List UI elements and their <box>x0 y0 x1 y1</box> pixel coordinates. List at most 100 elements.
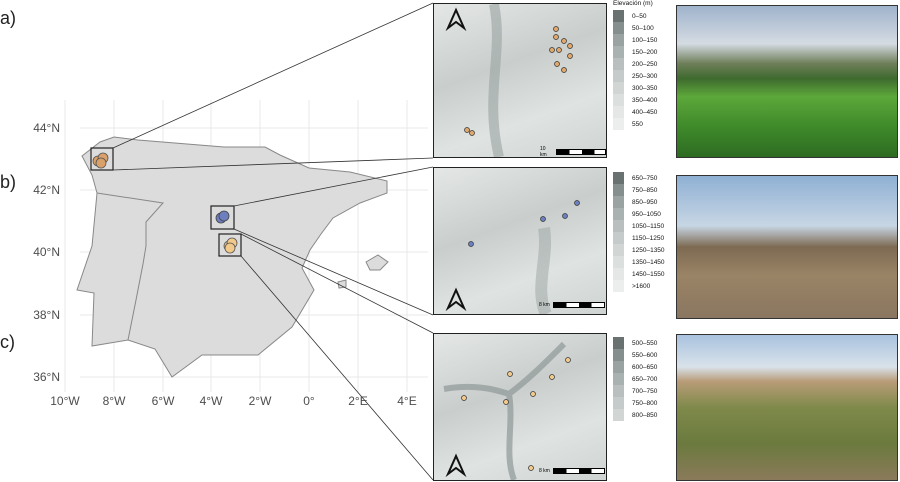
legend-label: 400–450 <box>632 108 658 116</box>
legend-item: 200–250 <box>613 58 657 70</box>
legend-item: 400–450 <box>613 106 657 118</box>
legend-item: 550–600 <box>613 349 657 361</box>
legend-label: 700–750 <box>632 387 658 395</box>
legend-item: 750–800 <box>613 397 657 409</box>
legend-item: 1350–1450 <box>613 256 665 268</box>
study-box-b <box>210 205 235 230</box>
legend-label: 1050–1150 <box>632 222 665 230</box>
legend-label: 250–300 <box>632 72 658 80</box>
legend-swatch <box>613 373 624 385</box>
legend-swatch <box>613 172 624 184</box>
legend-label: 650–750 <box>632 174 658 182</box>
lon-tick: 6°W <box>151 394 175 408</box>
sites-c <box>223 237 238 254</box>
scale-label: 8 km <box>539 468 550 474</box>
lon-tick: 2°W <box>248 394 272 408</box>
legend-label: 150–200 <box>632 48 658 56</box>
legend-item: 750–850 <box>613 184 665 196</box>
scale-bar: 10 km <box>540 146 606 158</box>
connector-lines <box>112 2 434 481</box>
scale-label: 8 km <box>539 302 550 308</box>
legend-item: 650–700 <box>613 373 657 385</box>
legend-label: 0–50 <box>632 12 647 20</box>
legend-swatch <box>613 22 624 34</box>
legend-label: 800–850 <box>632 411 658 419</box>
legend-item: 350–400 <box>613 94 657 106</box>
lon-tick: 2°E <box>348 394 368 408</box>
legend-b: 650–750 750–850 850–950 950–1050 1050–1150 11… <box>613 172 665 292</box>
legend-item: 100–150 <box>613 34 657 46</box>
inset-map-a: 10 km <box>433 3 607 158</box>
legend-swatch <box>613 397 624 409</box>
legend-item: 550 <box>613 118 657 130</box>
legend-label: 1150–1250 <box>632 234 665 242</box>
legend-label: 600–650 <box>632 363 658 371</box>
legend-item: 650–750 <box>613 172 665 184</box>
study-box-c <box>218 233 242 257</box>
legend-label: 1350–1450 <box>632 258 665 266</box>
legend-swatch <box>613 118 624 130</box>
legend-item: 1450–1550 <box>613 268 665 280</box>
legend-item: 50–100 <box>613 22 657 34</box>
legend-item: 600–650 <box>613 361 657 373</box>
north-arrow-icon <box>445 453 467 478</box>
legend-swatch <box>613 10 624 22</box>
legend-swatch <box>613 280 624 292</box>
scale-bar: 8 km <box>539 468 605 474</box>
legend-swatch <box>613 46 624 58</box>
legend-swatch <box>613 208 624 220</box>
legend-label: 500–550 <box>632 339 658 347</box>
legend-swatch <box>613 94 624 106</box>
mallorca <box>365 254 389 271</box>
legend-label: >1600 <box>632 282 651 290</box>
ibiza <box>337 279 347 289</box>
sites <box>468 200 580 247</box>
legend-label: 750–800 <box>632 399 658 407</box>
panel-label-b: b) <box>0 172 17 192</box>
legend-swatch <box>613 70 624 82</box>
legend-item: 800–850 <box>613 409 657 421</box>
legend-label: 50–100 <box>632 24 654 32</box>
scale-label: 10 km <box>540 146 547 158</box>
lat-tick: 36°N <box>33 370 60 384</box>
legend-swatch <box>613 34 624 46</box>
lon-tick: 4°E <box>397 394 417 408</box>
legend-item: 250–300 <box>613 70 657 82</box>
legend-swatch <box>613 385 624 397</box>
legend-swatch <box>613 337 624 349</box>
legend-label: 650–700 <box>632 375 658 383</box>
portugal-border <box>96 192 164 341</box>
legend-item: 1150–1250 <box>613 232 665 244</box>
legend-label: 1450–1550 <box>632 270 665 278</box>
panel-label-c: c) <box>0 332 15 352</box>
sites <box>464 26 573 136</box>
legend-item: 850–950 <box>613 196 665 208</box>
lon-tick: 10°W <box>50 394 80 408</box>
legend-swatch <box>613 196 624 208</box>
legend-swatch <box>613 82 624 94</box>
lat-tick: 44°N <box>33 121 60 135</box>
legend-a: Elevación (m) 0–50 50–100 100–150 150–200 20… <box>613 0 657 130</box>
lat-tick: 42°N <box>33 183 60 197</box>
legend-label: 950–1050 <box>632 210 661 218</box>
legend-item: 1050–1150 <box>613 220 665 232</box>
legend-swatch <box>613 58 624 70</box>
legend-item: 150–200 <box>613 46 657 58</box>
sites-b <box>215 210 230 224</box>
legend-swatch <box>613 268 624 280</box>
legend-label: 850–950 <box>632 198 658 206</box>
legend-swatch <box>613 256 624 268</box>
legend-swatch <box>613 361 624 373</box>
legend-swatch <box>613 232 624 244</box>
iberia-land <box>76 136 388 378</box>
legend-item: 1250–1350 <box>613 244 665 256</box>
north-arrow-icon <box>445 287 467 312</box>
inset-map-b: 8 km <box>433 167 607 315</box>
legend-swatch <box>613 409 624 421</box>
legend-swatch <box>613 349 624 361</box>
legend-swatch <box>613 184 624 196</box>
legend-c: 500–550 550–600 600–650 650–700 700–750 750–8… <box>613 337 657 421</box>
legend-item: 0–50 <box>613 10 657 22</box>
legend-item: 700–750 <box>613 385 657 397</box>
legend-label: 100–150 <box>632 36 658 44</box>
